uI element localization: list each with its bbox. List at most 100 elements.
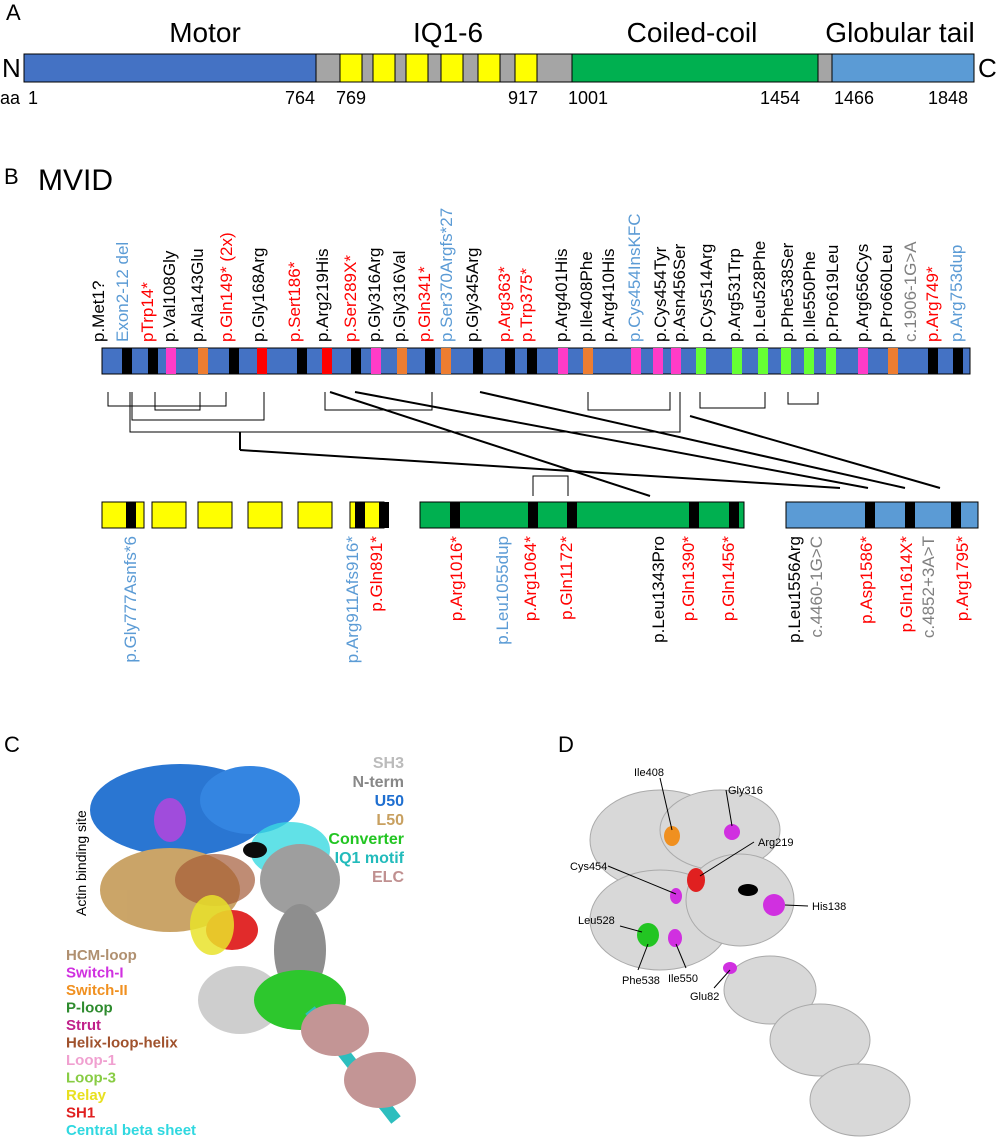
helix-loop-helix-region bbox=[175, 854, 255, 906]
mutation-mark bbox=[351, 348, 361, 374]
domain-bar bbox=[23, 53, 975, 83]
residue-leu528: Leu528 bbox=[578, 915, 615, 927]
mutation-mark bbox=[425, 348, 435, 374]
top-mutation-labels: p.Met1? Exon2-12 del pTrp14* p.Val108Gly p.A… bbox=[89, 208, 966, 342]
aa-label: aa bbox=[0, 88, 21, 108]
pointer bbox=[607, 865, 677, 895]
residue-ile408: Ile408 bbox=[634, 767, 664, 779]
bottom-mutation-label: p.Asp1586* bbox=[857, 536, 876, 624]
mutation-mark bbox=[888, 348, 898, 374]
tick-1: 1 bbox=[28, 88, 38, 108]
mutation-mark bbox=[671, 348, 681, 374]
mutation-mark bbox=[953, 348, 963, 374]
bottom-mutation-label: p.Gly777Asnfs*6 bbox=[121, 536, 140, 663]
residue-arg219: Arg219 bbox=[758, 837, 793, 849]
mutation-mark bbox=[126, 502, 136, 528]
connector-lines bbox=[239, 391, 941, 497]
his138-site bbox=[763, 894, 785, 916]
linker-domain bbox=[817, 53, 833, 83]
mutation-mark bbox=[905, 502, 915, 528]
top-mutation-label: p.Gly316Arg bbox=[365, 248, 384, 343]
mvid-title: MVID bbox=[38, 164, 113, 197]
legend-left-item: Strut bbox=[66, 1017, 101, 1034]
mutation-mark bbox=[558, 348, 568, 374]
mutation-mark bbox=[583, 348, 593, 374]
c-terminus-label: C bbox=[978, 53, 997, 83]
top-mutation-label: p.Ser289X* bbox=[341, 255, 360, 342]
motor-brackets bbox=[107, 392, 819, 433]
n-terminus-label: N bbox=[2, 53, 21, 83]
iq-box bbox=[372, 53, 396, 83]
nucleotide bbox=[738, 884, 758, 896]
top-mutation-label: p.Arg753dup bbox=[947, 245, 966, 342]
domain-tail-label: Globular tail bbox=[825, 17, 974, 48]
top-mutation-label: p.Pro660Leu bbox=[877, 245, 896, 342]
mutation-mark bbox=[631, 348, 641, 374]
top-mutation-label: p.Arg531Trp bbox=[725, 248, 744, 342]
panel-d-label: D bbox=[558, 732, 574, 757]
top-mutation-label: p.Ile550Phe bbox=[800, 251, 819, 342]
nucleotide bbox=[243, 842, 267, 858]
mutation-mark bbox=[928, 348, 938, 374]
mutation-mark bbox=[781, 348, 791, 374]
iq-detail-box bbox=[197, 501, 233, 529]
mutation-mark bbox=[371, 348, 381, 374]
residue-pointers bbox=[607, 777, 809, 989]
mutation-mark bbox=[951, 502, 961, 528]
mutation-mark bbox=[355, 502, 365, 528]
mutation-mark bbox=[696, 348, 706, 374]
myosin-structure-c bbox=[90, 764, 416, 1124]
leu528-site bbox=[637, 923, 659, 947]
top-mutation-label: p.Arg749* bbox=[923, 266, 942, 342]
mutation-mark bbox=[297, 348, 307, 374]
iq-box bbox=[339, 53, 363, 83]
top-mutation-label: p.Cys454InsKFC bbox=[625, 214, 644, 343]
arg219-site bbox=[687, 868, 705, 892]
iq-detail-box bbox=[101, 501, 145, 529]
legend-right-item: IQ1 motif bbox=[335, 850, 405, 867]
top-mutation-label: p.Ser370Argfs*27 bbox=[437, 208, 456, 342]
legend-left-item: Switch-II bbox=[66, 982, 128, 999]
top-mutation-label: p.Arg363* bbox=[495, 266, 514, 342]
mutation-mark bbox=[473, 348, 483, 374]
top-mutation-label: p.Sert186* bbox=[285, 261, 304, 342]
bracket bbox=[699, 392, 766, 409]
pointer bbox=[637, 943, 649, 971]
mutation-mark bbox=[826, 348, 836, 374]
residue-his138: His138 bbox=[812, 901, 846, 913]
mutation-mark bbox=[441, 348, 451, 374]
top-mutation-label: c.1906-1G>A bbox=[901, 241, 920, 342]
ile550-site bbox=[668, 929, 682, 947]
panel-c-label: C bbox=[4, 732, 20, 757]
myosin-structure-d bbox=[589, 789, 911, 1137]
bracket bbox=[129, 392, 681, 433]
panel-b-label: B bbox=[4, 164, 19, 189]
gly316-site bbox=[724, 824, 740, 840]
elc-region bbox=[301, 1004, 369, 1056]
legend-left-item: SH1 bbox=[66, 1105, 95, 1122]
legend-left-item: Central beta sheet bbox=[66, 1122, 196, 1139]
legend-left-item: Switch-I bbox=[66, 965, 124, 982]
iq-detail-box bbox=[151, 501, 187, 529]
bracket bbox=[587, 392, 671, 411]
u50-region bbox=[200, 766, 300, 834]
mutation-mark bbox=[166, 348, 176, 374]
legend-right: SH3 N-term U50 L50 Converter IQ1 motif ELC bbox=[328, 755, 404, 886]
top-mutation-label: p.Cys454Tyr bbox=[651, 246, 670, 342]
top-mutation-label: p.Arg401His bbox=[552, 248, 571, 342]
top-mutation-label: p.Arg656Cys bbox=[853, 244, 872, 342]
legend-left-item: HCM-loop bbox=[66, 947, 137, 964]
iq-box bbox=[514, 53, 538, 83]
connector bbox=[329, 391, 651, 497]
bracket bbox=[131, 392, 265, 421]
bottom-mutation-label: p.Gln1172* bbox=[557, 536, 576, 620]
connector bbox=[689, 415, 941, 489]
mutation-mark bbox=[689, 502, 699, 528]
mutation-mark bbox=[229, 348, 239, 374]
top-mutation-label: p.Gly345Arg bbox=[463, 248, 482, 343]
tick-1466: 1466 bbox=[834, 88, 874, 108]
mutation-mark bbox=[379, 502, 389, 528]
tick-1454: 1454 bbox=[760, 88, 800, 108]
glu82-site bbox=[723, 962, 737, 974]
